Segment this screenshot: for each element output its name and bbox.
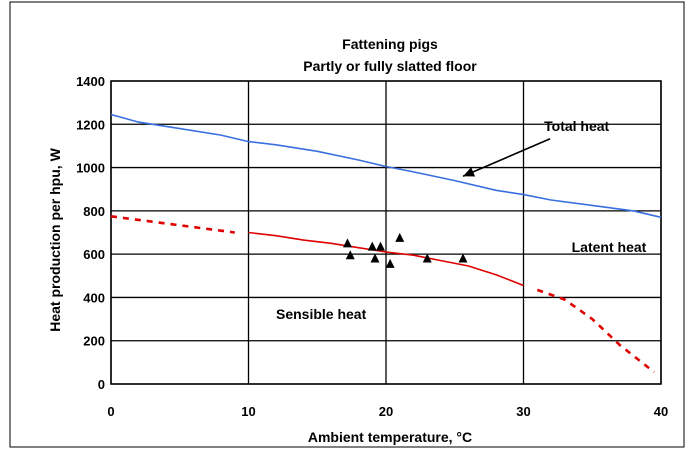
annotation-total-heat: Total heat bbox=[544, 118, 609, 134]
x-tick-label: 30 bbox=[516, 404, 530, 419]
measured-point-marker bbox=[367, 241, 377, 251]
y-tick-label: 400 bbox=[83, 290, 105, 305]
y-tick-label: 1000 bbox=[76, 161, 105, 176]
annotations: Total heat Latent heat Sensible heat bbox=[276, 118, 647, 322]
x-tick-labels: 0 10 20 30 40 bbox=[107, 404, 668, 419]
annotation-latent-heat: Latent heat bbox=[572, 239, 647, 255]
measured-points bbox=[343, 232, 468, 268]
y-tick-labels: 0 200 400 600 800 1000 1200 1400 bbox=[76, 74, 105, 392]
chart-title: Fattening pigs bbox=[342, 36, 438, 52]
y-tick-label: 200 bbox=[83, 334, 105, 349]
y-axis-label: Heat production per hpu, W bbox=[47, 147, 63, 331]
chart-subtitle: Partly or fully slatted floor bbox=[303, 58, 477, 74]
measured-point-marker bbox=[345, 250, 355, 260]
x-tick-label: 40 bbox=[654, 404, 668, 419]
y-tick-label: 600 bbox=[83, 247, 105, 262]
y-tick-label: 1200 bbox=[76, 117, 105, 132]
x-axis-label: Ambient temperature, °C bbox=[308, 429, 472, 445]
annotation-arrow-head bbox=[463, 167, 476, 177]
measured-point-marker bbox=[385, 258, 395, 268]
y-tick-label: 0 bbox=[98, 377, 105, 392]
series-lines bbox=[110, 113, 662, 374]
measured-point-marker bbox=[343, 238, 352, 248]
series-line-latent-heat bbox=[248, 231, 524, 287]
measured-point-marker bbox=[422, 253, 432, 263]
figure-border bbox=[9, 1, 685, 448]
y-tick-label: 800 bbox=[83, 204, 105, 219]
series-line-total-heat bbox=[110, 113, 662, 219]
plot-area-border bbox=[110, 80, 662, 385]
annotation-arrow-line bbox=[462, 138, 551, 177]
measured-point-marker bbox=[370, 253, 380, 263]
y-tick-label: 1400 bbox=[76, 74, 105, 89]
x-tick-label: 20 bbox=[379, 404, 393, 419]
measured-point-marker bbox=[395, 232, 405, 242]
x-tick-label: 0 bbox=[107, 404, 114, 419]
x-tick-label: 10 bbox=[241, 404, 255, 419]
series-line-sensible-heat bbox=[110, 215, 235, 234]
measured-point-marker bbox=[458, 253, 468, 263]
measured-point-marker bbox=[376, 241, 385, 251]
series-line-sensible-heat bbox=[536, 288, 655, 374]
annotation-sensible-heat: Sensible heat bbox=[276, 306, 367, 322]
